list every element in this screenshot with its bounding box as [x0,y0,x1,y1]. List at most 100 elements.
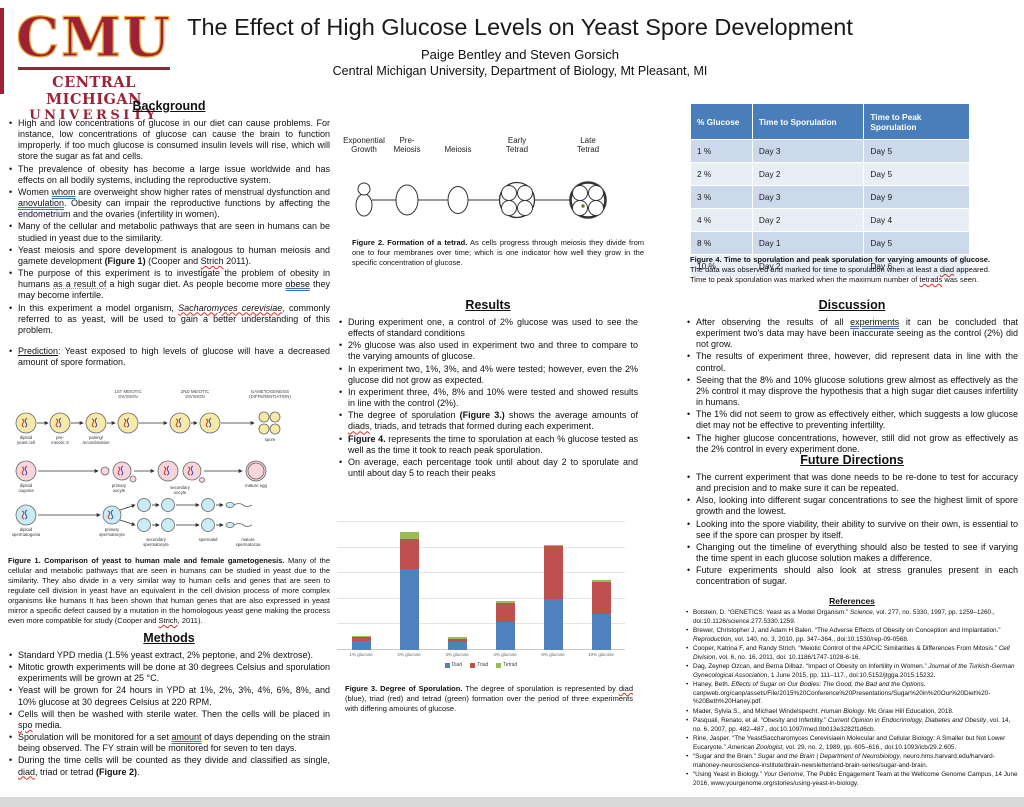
figure1-col-header: 2ND MEIOTIC DIVISION [181,389,209,399]
bar-segment-tetrad [447,637,467,639]
table-cell: 10 % [690,254,753,278]
bullet-item: Women whom are overweight show higher ra… [8,187,330,220]
table-header-cell: Time to Sporulation [751,103,865,140]
legend-label: Tetrad [503,662,518,668]
bar-segment-triad [351,637,371,642]
section-results: Results During experiment one, a control… [338,298,638,480]
bullet-item: Yeast will be grown for 24 hours in YPD … [8,685,330,707]
figure1-row-oogenesis [15,460,267,483]
bullet-item: After observing the results of all exper… [686,317,1018,350]
section-discussion: Discussion After observing the results o… [686,298,1018,456]
x-axis-label: 1% glucose [349,652,373,657]
bullet-item: During experiment one, a control of 2% g… [338,317,638,339]
figure1-row-spermatogenesis [15,498,235,532]
bullet-item: Seeing that the 8% and 10% glucose solut… [686,375,1018,408]
bullet-item: High and low concentrations of glucose i… [8,118,330,163]
bullet-item: Also, looking into different sugar conce… [686,495,1018,517]
bullet-item: The degree of sporulation (Figure 3.) sh… [338,410,638,432]
bullet-item: On average, each percentage took until a… [338,457,638,479]
figure4-caption: Figure 4. Time to sporulation and peak s… [690,255,990,285]
figure1-gametogenesis-diagram: 1ST MEIOTIC DIVISION 2ND MEIOTIC DIVISION … [12,389,292,547]
bullet-item: The prevalence of obesity has become a l… [8,164,330,186]
legend-swatch [470,662,476,668]
section-future-directions: Future Directions The current experiment… [686,453,1018,589]
legend-item: Diad [444,662,462,668]
bullet-item: Brewer, Christopher J, and Adam H Balen.… [686,627,1018,644]
figure2-stage-label: Early Tetrad [505,136,529,155]
cmu-logo: CMU CENTRAL MICHIGAN UNIVERSITY [12,9,176,123]
bullet-item: “Sugar and the Brain.” Sugar and the Bra… [686,753,1018,770]
gridline [337,521,625,522]
figure1-label: diploid spermatogonia [12,527,41,537]
table-header-cell: % Glucose [690,103,753,140]
bullet-item: The higher glucose concentrations, howev… [686,433,1018,455]
table-row: 2 % Day 2 Day 5 [690,162,970,186]
figure3-legend: Diad Triad Tetrad [337,662,625,668]
bar-segment-triad [591,582,611,615]
bullet-item: Pasquali, Renato, et al. “Obesity and In… [686,717,1018,734]
table-cell: Day 1 [751,231,865,255]
gridline [337,597,625,599]
bullet-item: Changing out the timeline of everything … [686,542,1018,564]
bar-slot [337,522,385,650]
table-row: 4 % Day 2 Day 4 [690,208,970,232]
figure2-stage-label: Exponential Growth [343,136,385,155]
figure2-caption: Figure 2. Formation of a tetrad. As cell… [352,238,644,268]
bullet-item: “Using Yeast in Biology.” Your Genome, T… [686,771,1018,788]
bar-slot [577,522,625,650]
x-axis-label: 3% glucose [445,652,469,657]
bar-segment-triad [495,602,515,622]
x-axis-label: 8% glucose [541,652,565,657]
bar-segment-tetrad [495,601,515,603]
figure3-caption-text: The degree of sporulation is represented… [345,684,633,713]
bullet-item: The results of experiment three, however… [686,351,1018,373]
bullet-item: Cells will then be washed with sterile w… [8,709,330,731]
figure4-caption-text: The data was observed and marked for tim… [690,264,990,284]
figure2-stage-label: Meiosis [444,145,472,154]
figure1-label: mature egg [245,483,267,488]
bar-segment-triad [543,546,563,599]
bar-segment-diad [591,614,611,650]
bar-slot [433,522,481,650]
table-cell: Day 2 [751,162,865,186]
bar-segment-diad [351,641,371,650]
left-edge-accent [0,8,4,94]
table-cell: 3 % [690,185,753,209]
figure4-caption-lead: Figure 4. Time to sporulation and peak s… [690,255,990,264]
bullet-item: Looking into the spore viability, their … [686,519,1018,541]
background-heading: Background [132,99,206,113]
bar-segment-tetrad [351,635,371,638]
figure2-stage-label: Late Tetrad [576,136,600,155]
bar-slot [385,522,433,650]
bullet-item: The 1% did not seem to grow as effective… [686,409,1018,431]
bullet-item: Prediction: Yeast exposed to high levels… [8,346,330,368]
bullet-item: During the time cells will be counted as… [8,755,330,777]
legend-swatch [444,662,450,668]
figure1-caption: Figure 1. Comparison of yeast to human m… [8,556,330,626]
bar-segment-tetrad [543,545,563,547]
methods-bullet-list: Standard YPD media (1.5% yeast extract, … [8,650,330,778]
bar-slot [529,522,577,650]
bullet-item: In this experiment a model organism, Sac… [8,303,330,336]
figure1-label: secondary spermatocyte [143,537,169,547]
table-cell: Day 5 [863,139,970,163]
gridline [337,546,625,548]
cmu-logo-rule [18,67,170,70]
figure2-shapes [355,181,607,219]
bullet-item: Sporulation will be monitored for a set … [8,732,330,754]
poster-title: The Effect of High Glucose Levels on Yea… [187,14,853,40]
figure1-label: pre-meiotic S [51,435,69,445]
legend-item: Tetrad [496,662,517,668]
table-cell: Day 5 [863,231,970,255]
table-cell: Day 4 [863,208,970,232]
figure3-x-axis [337,649,625,650]
bars-area [337,522,625,650]
table-row: 10 % Day 2 Day 6 [690,254,970,278]
section-background: Background High and low concentrations o… [8,99,330,369]
bullet-item: Future experiments should also look at s… [686,565,1018,587]
figure1-caption-lead: Figure 1. Comparison of yeast to human m… [8,556,285,565]
bar-segment-diad [495,621,515,650]
stacked-bar [495,601,515,650]
figure2-tetrad-diagram: Exponential Growth Pre- Meiosis Meiosis … [338,136,668,240]
